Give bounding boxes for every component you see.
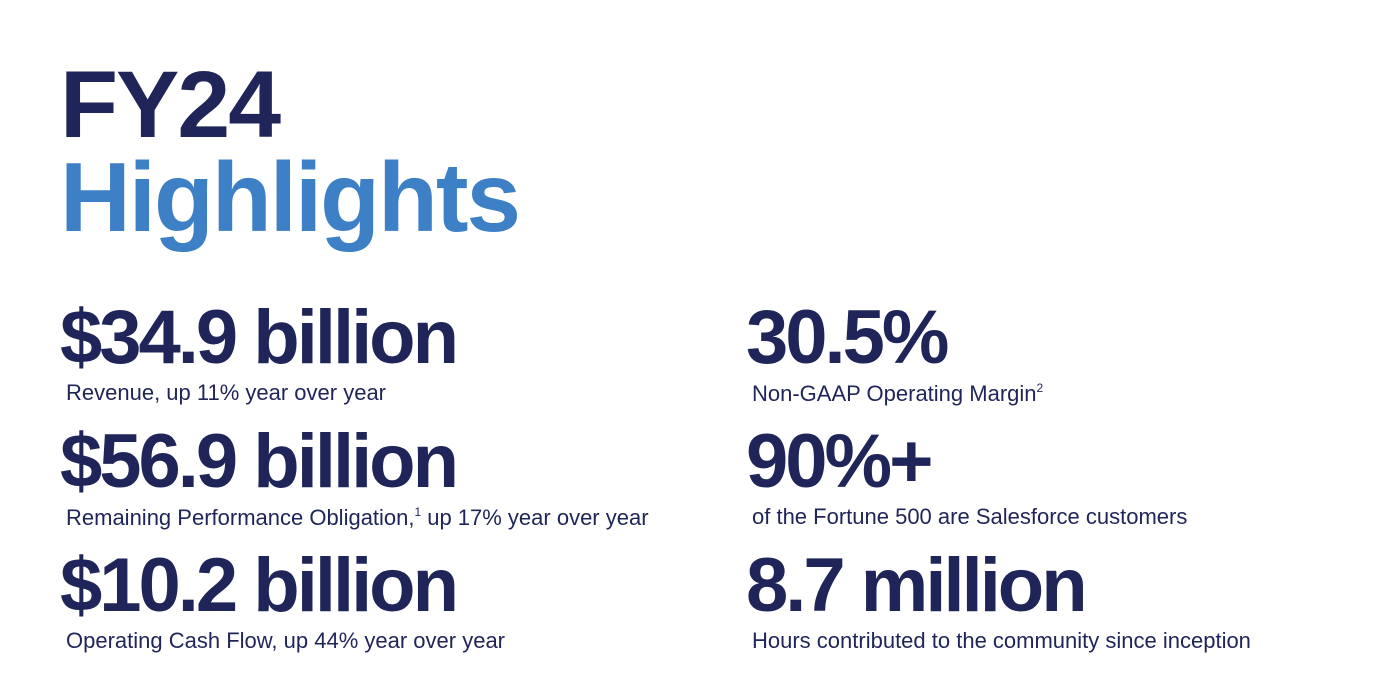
description-text: Hours contributed to the community since… — [752, 628, 1251, 653]
metric-description: Operating Cash Flow, up 44% year over ye… — [66, 630, 505, 652]
title-line-1: FY24 — [60, 52, 281, 158]
metric-description: Remaining Performance Obligation,1 up 17%… — [66, 506, 649, 529]
metric-description: of the Fortune 500 are Salesforce custom… — [752, 506, 1187, 528]
metric-description: Non-GAAP Operating Margin2 — [752, 382, 1043, 405]
footnote-marker: 1 — [414, 505, 422, 519]
description-text: Revenue, up 11% year over year — [66, 380, 386, 405]
metric-value: $56.9 billion — [60, 419, 459, 504]
description-text: of the Fortune 500 are Salesforce custom… — [752, 504, 1188, 529]
description-text: Operating Cash Flow, up 44% year over ye… — [66, 628, 506, 653]
description-text: Remaining Performance Obligation, — [66, 505, 415, 530]
metric-value: $10.2 billion — [60, 543, 459, 628]
metric-description: Hours contributed to the community since… — [752, 630, 1251, 652]
metric-description: Revenue, up 11% year over year — [66, 382, 386, 404]
metric-value: 8.7 million — [746, 543, 1088, 628]
metric-value: 30.5% — [746, 295, 949, 380]
footnote-marker: 2 — [1036, 381, 1044, 395]
metric-value: $34.9 billion — [60, 295, 459, 380]
description-text: Non-GAAP Operating Margin — [752, 381, 1037, 406]
title-line-2: Highlights — [60, 142, 521, 252]
description-text: up 17% year over year — [427, 505, 649, 530]
metric-value: 90%+ — [746, 419, 933, 504]
